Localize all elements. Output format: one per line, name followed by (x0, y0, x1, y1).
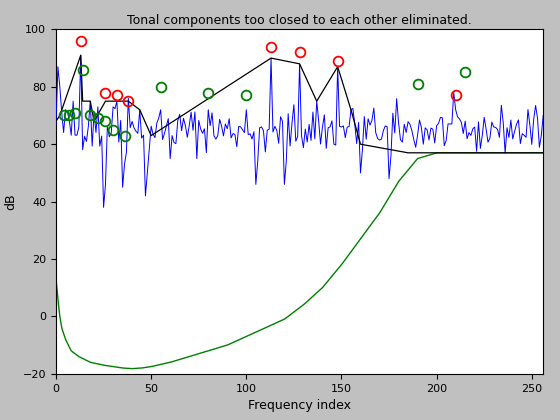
X-axis label: Frequency index: Frequency index (248, 399, 351, 412)
Title: Tonal components too closed to each other eliminated.: Tonal components too closed to each othe… (127, 14, 472, 27)
Y-axis label: dB: dB (4, 193, 17, 210)
